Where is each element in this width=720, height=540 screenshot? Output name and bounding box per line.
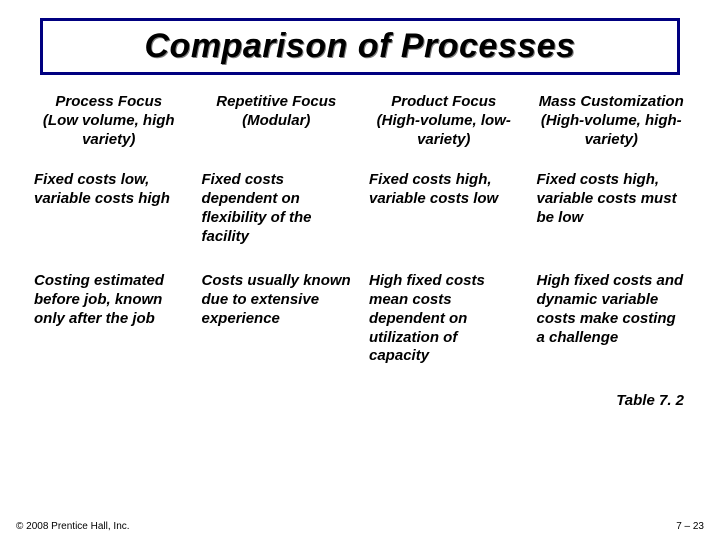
col-header-sub: (Modular) — [202, 112, 352, 131]
col-header-1: Repetitive Focus (Modular) — [202, 93, 352, 149]
col-header-sub: (High-volume, high-variety) — [537, 112, 687, 150]
cell-r0c2: Fixed costs high, variable costs low — [369, 171, 519, 246]
table-caption: Table 7. 2 — [24, 392, 696, 409]
cell-r1c2: High fixed costs mean costs dependent on… — [369, 272, 519, 366]
footer: © 2008 Prentice Hall, Inc. 7 – 23 — [16, 521, 704, 532]
col-header-0: Process Focus (Low volume, high variety) — [34, 93, 184, 149]
table-header-row: Process Focus (Low volume, high variety)… — [34, 93, 686, 149]
page-number: 7 – 23 — [676, 521, 704, 532]
copyright-text: © 2008 Prentice Hall, Inc. — [16, 521, 130, 532]
page-title: Comparison of Processes — [53, 27, 667, 66]
col-header-sub: (High-volume, low-variety) — [369, 112, 519, 150]
table-row: Fixed costs low, variable costs high Fix… — [34, 171, 686, 246]
col-header-main: Process Focus — [34, 93, 184, 112]
cell-r1c3: High fixed costs and dynamic variable co… — [537, 272, 687, 366]
cell-r0c3: Fixed costs high, variable costs must be… — [537, 171, 687, 246]
col-header-main: Mass Customization — [537, 93, 687, 112]
col-header-2: Product Focus (High-volume, low-variety) — [369, 93, 519, 149]
col-header-3: Mass Customization (High-volume, high-va… — [537, 93, 687, 149]
col-header-main: Product Focus — [369, 93, 519, 112]
table-row: Costing estimated before job, known only… — [34, 272, 686, 366]
cell-r1c0: Costing estimated before job, known only… — [34, 272, 184, 366]
col-header-sub: (Low volume, high variety) — [34, 112, 184, 150]
comparison-table: Process Focus (Low volume, high variety)… — [24, 93, 696, 366]
cell-r1c1: Costs usually known due to extensive exp… — [202, 272, 352, 366]
col-header-main: Repetitive Focus — [202, 93, 352, 112]
cell-r0c1: Fixed costs dependent on flexibility of … — [202, 171, 352, 246]
title-box: Comparison of Processes — [40, 18, 680, 75]
cell-r0c0: Fixed costs low, variable costs high — [34, 171, 184, 246]
